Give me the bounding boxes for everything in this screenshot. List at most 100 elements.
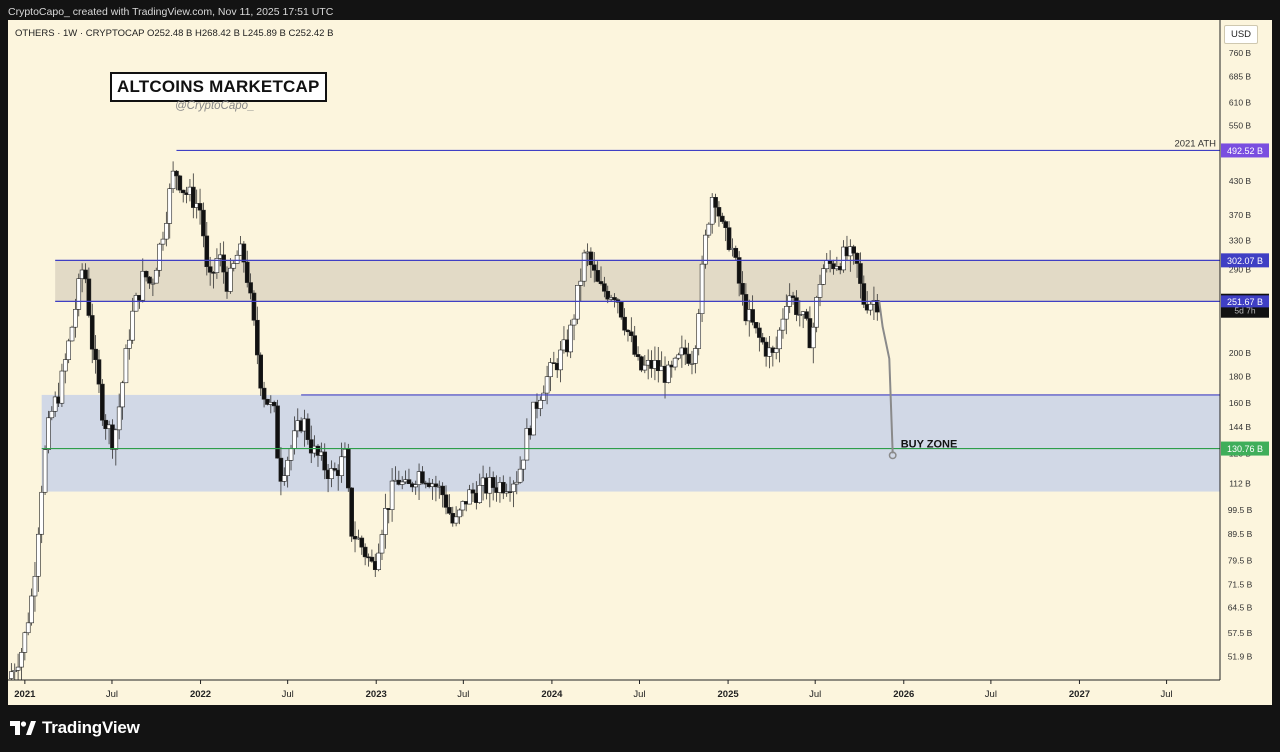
candle xyxy=(369,549,375,563)
price-axis-bg xyxy=(1220,20,1272,705)
candle-down xyxy=(86,278,92,316)
candle xyxy=(12,663,18,680)
candle xyxy=(736,251,742,297)
candle-down xyxy=(716,207,722,217)
candle-down xyxy=(100,383,105,421)
candle xyxy=(773,336,779,360)
candle xyxy=(42,445,48,495)
candle xyxy=(379,529,385,560)
candle-down xyxy=(723,221,728,228)
countdown-text: 5d 7h xyxy=(1234,306,1256,316)
candle xyxy=(723,220,728,242)
candle-down xyxy=(500,482,506,494)
candle-down xyxy=(625,329,631,333)
candle-up xyxy=(153,269,159,284)
candle-down xyxy=(420,471,425,484)
candle xyxy=(241,241,247,273)
candle xyxy=(52,391,58,417)
price-badge-0-text: 492.52 B xyxy=(1227,146,1263,156)
candle xyxy=(460,500,466,517)
candle-up xyxy=(709,197,715,225)
candle-up xyxy=(52,396,58,412)
candle xyxy=(251,290,257,326)
candle xyxy=(133,292,139,312)
chart-pane[interactable]: 2021 ATH BUY ZONE 760 B 685 B 610 B 550 B 430 … xyxy=(8,20,1272,705)
y-tick-label: 160 B xyxy=(1229,398,1252,408)
candle xyxy=(689,350,695,375)
candle xyxy=(709,193,715,234)
candle xyxy=(655,347,661,383)
y-tick-label: 57.5 B xyxy=(1228,628,1253,638)
candle xyxy=(76,273,82,317)
candle-up xyxy=(699,263,705,315)
candle-down xyxy=(750,309,755,323)
candle-down xyxy=(760,337,766,343)
candle xyxy=(821,264,826,286)
candle-up xyxy=(676,354,681,359)
candle xyxy=(517,456,523,484)
candle xyxy=(851,244,857,265)
candle xyxy=(780,308,786,339)
candle xyxy=(32,561,38,612)
candle xyxy=(352,521,358,553)
candle xyxy=(177,174,183,194)
candle xyxy=(726,221,732,252)
candle-up xyxy=(666,364,671,383)
candle-down xyxy=(598,281,604,285)
candle-up xyxy=(453,516,459,524)
candle-up xyxy=(568,324,573,353)
price-badge-1-text: 302.07 B xyxy=(1227,256,1263,266)
candle-up xyxy=(460,501,466,511)
candle xyxy=(602,276,607,298)
candle-up xyxy=(69,326,75,342)
candle-down xyxy=(265,398,270,405)
candle-down xyxy=(305,418,311,440)
candle xyxy=(841,240,846,273)
candle xyxy=(346,443,351,492)
x-tick-label: Jul xyxy=(985,689,997,700)
candle-up xyxy=(693,348,698,364)
candle-up xyxy=(73,309,78,328)
price-chart[interactable]: 2021 ATH BUY ZONE 760 B 685 B 610 B 550 B 430 … xyxy=(8,20,1272,705)
candle xyxy=(642,355,648,374)
candle xyxy=(265,398,270,406)
candle-down xyxy=(827,260,833,264)
candle xyxy=(598,266,604,286)
candle xyxy=(62,353,68,384)
candle xyxy=(666,360,671,384)
candle xyxy=(83,263,88,284)
candle xyxy=(93,335,98,374)
y-tick-label: 760 B xyxy=(1229,48,1252,58)
candle-up xyxy=(784,306,789,320)
candle-down xyxy=(275,405,280,459)
candle xyxy=(399,476,405,490)
candle xyxy=(433,475,439,502)
candle-down xyxy=(96,359,102,385)
header-bar: CryptoCapo_ created with TradingView.com… xyxy=(0,0,1280,24)
y-tick-label: 550 B xyxy=(1229,121,1252,131)
candle-up xyxy=(467,489,472,505)
y-tick-label: 51.9 B xyxy=(1228,651,1253,661)
candle xyxy=(103,414,109,440)
candle xyxy=(443,485,449,515)
tradingview-logo[interactable]: TradingView xyxy=(10,718,140,738)
y-tick-label: 430 B xyxy=(1229,176,1252,186)
candle xyxy=(605,285,611,304)
candle-down xyxy=(89,315,95,350)
candle-up xyxy=(329,468,334,480)
candle-down xyxy=(740,282,745,295)
candle-down xyxy=(490,477,496,488)
currency-button[interactable]: USD xyxy=(1224,25,1258,44)
candle-down xyxy=(854,252,860,264)
candle xyxy=(588,247,594,278)
candle-down xyxy=(757,327,762,338)
candle xyxy=(713,193,718,223)
y-tick-label: 330 B xyxy=(1229,235,1252,245)
candle-up xyxy=(581,252,587,282)
candle xyxy=(201,202,206,248)
candle-down xyxy=(713,197,718,208)
candle-up xyxy=(531,401,536,436)
candle-down xyxy=(143,270,149,278)
candle xyxy=(750,295,755,326)
candle-up xyxy=(571,318,577,326)
